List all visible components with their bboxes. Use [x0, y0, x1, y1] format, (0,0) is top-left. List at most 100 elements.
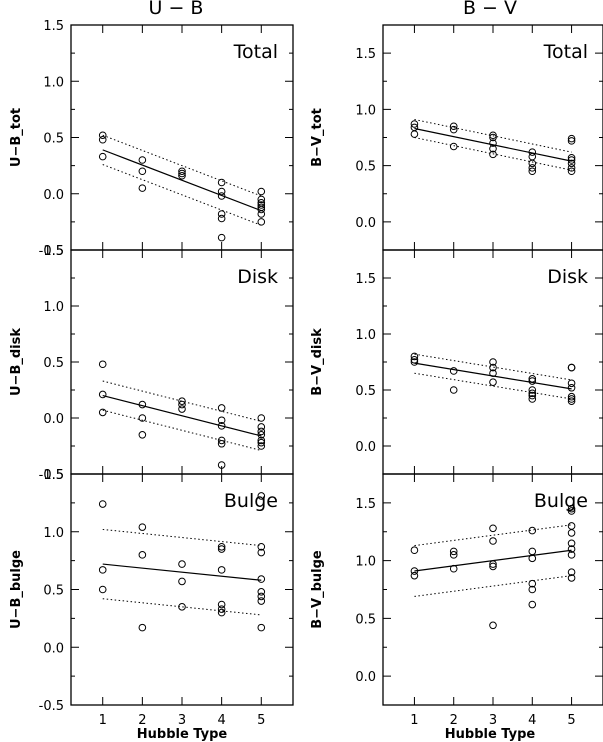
data-point [567, 522, 576, 530]
y-tick-label: 0.5 [43, 132, 64, 147]
data-point [217, 542, 226, 551]
data-point [567, 164, 576, 172]
data-point [217, 436, 226, 445]
data-point [567, 167, 576, 176]
y-tick-label: -0.5 [39, 699, 64, 714]
fit-line [414, 127, 572, 162]
x-tick-label: 1 [410, 713, 418, 728]
panel-b-v-bulge: 0.0 0.5 1.0 1.5 1 2 3 4 5 B−V_bulge Bulge [310, 473, 603, 728]
data-point [489, 133, 497, 142]
y-axis-label: U−B_bulge [9, 550, 24, 629]
data-point [217, 422, 226, 430]
data-point [528, 600, 537, 609]
panel-b-v-disk: 0.0 0.5 1.0 1.5 B−V_disk Disk [310, 249, 603, 475]
data-point [138, 400, 147, 409]
data-point [178, 603, 186, 611]
data-point [257, 588, 266, 596]
fit-line [102, 563, 262, 581]
data-point [528, 395, 537, 403]
data-point [528, 167, 537, 176]
y-tick-label: 0.0 [43, 188, 64, 203]
data-point [217, 404, 226, 412]
data-point [257, 210, 266, 218]
data-point [567, 159, 576, 168]
data-point [410, 130, 419, 138]
y-tick-label: 1.5 [355, 272, 376, 287]
data-point [98, 500, 107, 508]
panel-grid: -0.5 0.0 0.5 1.0 1.5 U−B_tot Total 0.0 0.5 1.0 1.5… [9, 19, 603, 728]
data-point [217, 178, 226, 187]
data-point [567, 134, 576, 143]
data-point [489, 144, 497, 153]
data-point [257, 427, 266, 436]
fit-bound-line [414, 119, 572, 153]
data-point [257, 187, 266, 196]
y-tick-label: 1.0 [355, 555, 376, 570]
x-axis-label-left: Hubble Type [137, 727, 228, 742]
data-point [410, 352, 419, 361]
data-point [98, 135, 107, 144]
data-point [528, 554, 537, 563]
y-tick-label: 1.5 [355, 47, 376, 62]
fit-bound-line [414, 575, 572, 597]
y-tick-label: 1.0 [355, 328, 376, 343]
data-point [257, 592, 266, 601]
y-tick-label: 0.0 [355, 440, 376, 455]
data-point [567, 379, 576, 388]
fit-bound-line [414, 524, 572, 547]
y-tick-label: 0.5 [43, 584, 64, 599]
data-point [528, 159, 537, 168]
y-axis-label: U−B_tot [9, 108, 24, 167]
data-point [489, 524, 497, 533]
y-tick-label: 0.5 [355, 612, 376, 627]
data-point [567, 574, 576, 582]
data-point [489, 562, 497, 571]
data-point [567, 568, 576, 576]
panel-label: Disk [237, 266, 278, 288]
data-point [567, 395, 576, 403]
data-point [98, 131, 107, 140]
data-point [449, 564, 458, 573]
x-tick-label: 2 [138, 713, 146, 728]
data-point [567, 392, 576, 401]
data-point [257, 205, 266, 214]
panel-label: Bulge [534, 490, 588, 512]
x-axis-labels: Hubble Type Hubble Type [137, 727, 536, 742]
y-axis-label: U−B_disk [9, 328, 24, 396]
data-point [489, 139, 497, 147]
data-point [257, 623, 266, 632]
data-point [410, 567, 419, 575]
data-point [217, 600, 226, 609]
fit-bound-line [414, 353, 572, 381]
y-tick-label: -0.5 [39, 468, 64, 483]
data-point [257, 575, 266, 583]
column-title-b-v: B − V [463, 0, 517, 19]
data-point [138, 623, 147, 632]
data-point [489, 358, 497, 366]
data-point [489, 560, 497, 568]
data-point [567, 539, 576, 548]
data-point [257, 438, 266, 447]
data-point [257, 201, 266, 209]
data-point [449, 386, 458, 394]
data-point [257, 492, 266, 500]
data-point [410, 546, 419, 555]
data-point [138, 414, 147, 422]
y-tick-label: 1.5 [43, 19, 64, 34]
data-point [567, 545, 576, 553]
y-tick-label: 1.0 [43, 300, 64, 315]
data-point [217, 461, 226, 469]
y-axis-label: B−V_disk [310, 328, 325, 396]
data-point [489, 150, 497, 159]
data-point [449, 547, 458, 556]
y-tick-label: 1.0 [43, 75, 64, 90]
data-point [449, 122, 458, 131]
column-title-u-b: U − B [149, 0, 204, 19]
data-point [257, 548, 266, 557]
data-point [257, 442, 266, 450]
panel-label: Disk [547, 266, 588, 288]
data-point [528, 389, 537, 398]
fit-bound-line [102, 164, 262, 226]
x-tick-label: 5 [567, 713, 575, 728]
